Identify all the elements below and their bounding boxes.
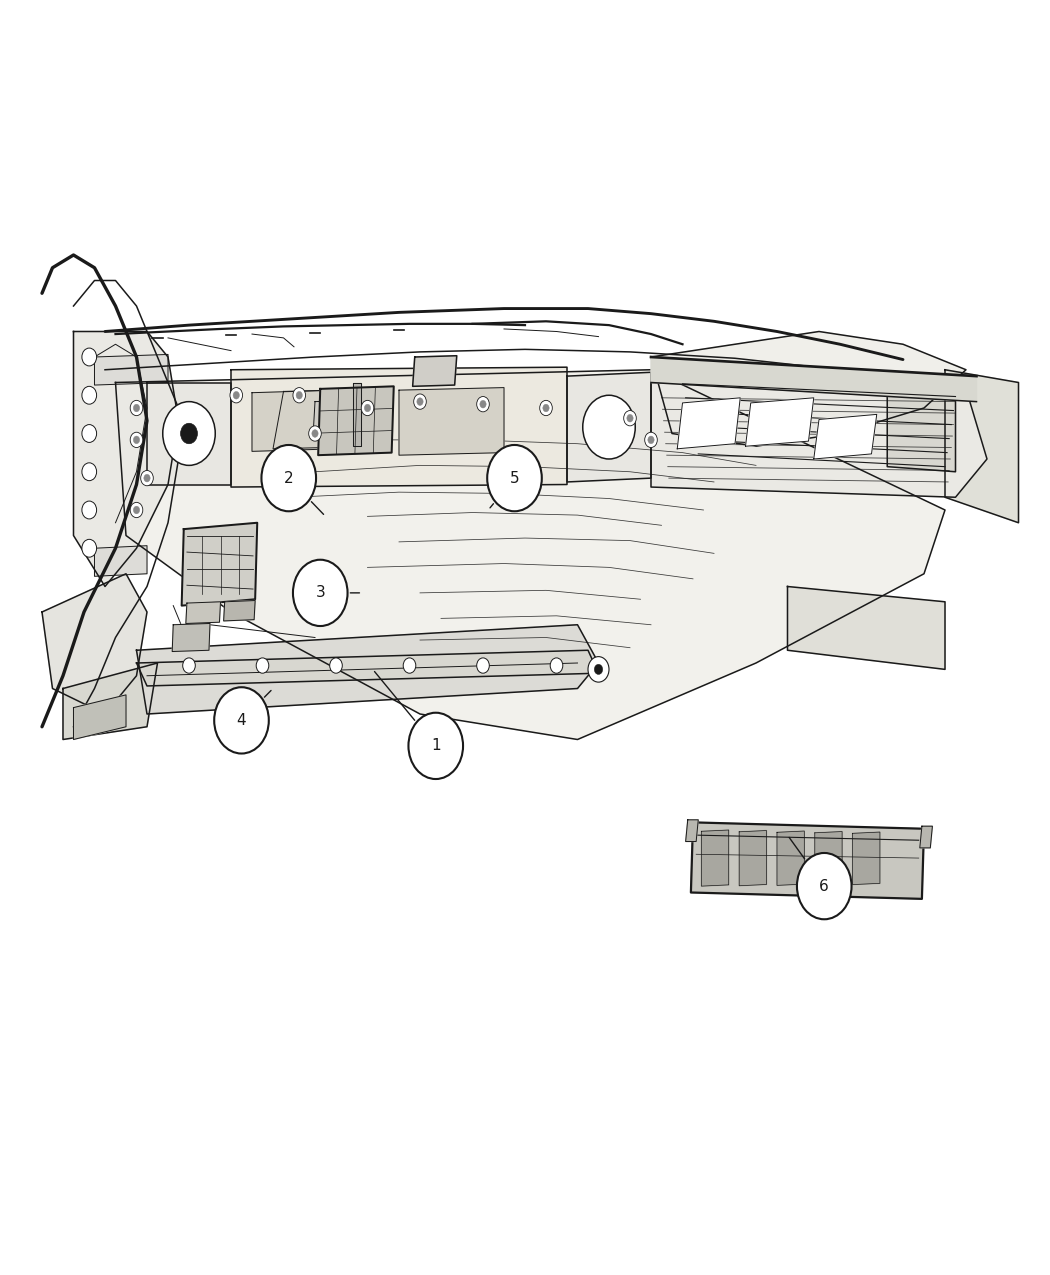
Circle shape xyxy=(417,398,423,405)
Polygon shape xyxy=(399,388,504,455)
Circle shape xyxy=(296,391,302,399)
Polygon shape xyxy=(920,826,932,848)
Polygon shape xyxy=(42,574,147,714)
Polygon shape xyxy=(136,650,598,686)
Circle shape xyxy=(130,400,143,416)
Polygon shape xyxy=(273,389,388,449)
Circle shape xyxy=(361,400,374,416)
Circle shape xyxy=(594,664,603,674)
Circle shape xyxy=(583,395,635,459)
Polygon shape xyxy=(746,398,814,446)
Polygon shape xyxy=(63,663,158,739)
Polygon shape xyxy=(701,830,729,886)
Circle shape xyxy=(364,404,371,412)
Circle shape xyxy=(233,391,239,399)
Polygon shape xyxy=(651,332,966,446)
Text: 3: 3 xyxy=(315,585,326,601)
Circle shape xyxy=(130,432,143,448)
Circle shape xyxy=(645,432,657,448)
Circle shape xyxy=(312,430,318,437)
Text: 2: 2 xyxy=(284,470,294,486)
Polygon shape xyxy=(777,831,804,885)
Text: 1: 1 xyxy=(430,738,441,754)
Circle shape xyxy=(627,414,633,422)
Polygon shape xyxy=(182,523,257,606)
Polygon shape xyxy=(186,602,220,623)
Circle shape xyxy=(477,658,489,673)
Polygon shape xyxy=(567,372,651,482)
Circle shape xyxy=(133,506,140,514)
Circle shape xyxy=(82,463,97,481)
Polygon shape xyxy=(815,831,842,885)
Polygon shape xyxy=(651,357,976,402)
Circle shape xyxy=(480,400,486,408)
Polygon shape xyxy=(691,822,924,899)
Polygon shape xyxy=(853,833,880,885)
Polygon shape xyxy=(94,546,147,576)
Circle shape xyxy=(330,658,342,673)
Polygon shape xyxy=(651,382,987,497)
Polygon shape xyxy=(94,354,168,385)
Circle shape xyxy=(181,423,197,444)
Circle shape xyxy=(414,394,426,409)
Circle shape xyxy=(487,445,542,511)
Circle shape xyxy=(256,658,269,673)
Circle shape xyxy=(214,687,269,754)
Polygon shape xyxy=(224,601,255,621)
Polygon shape xyxy=(252,390,336,451)
Polygon shape xyxy=(788,586,945,669)
Polygon shape xyxy=(231,367,567,487)
Polygon shape xyxy=(739,830,766,886)
Circle shape xyxy=(543,404,549,412)
Polygon shape xyxy=(313,399,383,439)
Circle shape xyxy=(408,713,463,779)
Circle shape xyxy=(82,501,97,519)
Text: 6: 6 xyxy=(819,878,830,894)
Circle shape xyxy=(144,474,150,482)
Circle shape xyxy=(293,388,306,403)
Polygon shape xyxy=(116,370,945,740)
Circle shape xyxy=(540,400,552,416)
Circle shape xyxy=(477,397,489,412)
Circle shape xyxy=(624,411,636,426)
Polygon shape xyxy=(353,382,361,446)
Polygon shape xyxy=(172,623,210,652)
Circle shape xyxy=(550,658,563,673)
Polygon shape xyxy=(814,414,877,459)
Polygon shape xyxy=(318,386,394,455)
Circle shape xyxy=(309,426,321,441)
Circle shape xyxy=(293,560,348,626)
Circle shape xyxy=(183,658,195,673)
Circle shape xyxy=(163,402,215,465)
Polygon shape xyxy=(413,356,457,386)
Polygon shape xyxy=(887,389,956,472)
Polygon shape xyxy=(677,398,740,449)
Circle shape xyxy=(82,539,97,557)
Polygon shape xyxy=(147,382,231,484)
Circle shape xyxy=(133,404,140,412)
Circle shape xyxy=(797,853,852,919)
Polygon shape xyxy=(74,695,126,739)
Circle shape xyxy=(130,502,143,518)
Polygon shape xyxy=(686,820,698,842)
Circle shape xyxy=(82,348,97,366)
Text: 4: 4 xyxy=(236,713,247,728)
Circle shape xyxy=(230,388,243,403)
Circle shape xyxy=(403,658,416,673)
Circle shape xyxy=(133,436,140,444)
Circle shape xyxy=(141,470,153,486)
Circle shape xyxy=(648,436,654,444)
Polygon shape xyxy=(136,625,598,714)
Circle shape xyxy=(261,445,316,511)
Circle shape xyxy=(588,657,609,682)
Text: 5: 5 xyxy=(509,470,520,486)
Circle shape xyxy=(82,425,97,442)
Polygon shape xyxy=(945,370,1018,523)
Polygon shape xyxy=(74,332,178,586)
Circle shape xyxy=(82,386,97,404)
